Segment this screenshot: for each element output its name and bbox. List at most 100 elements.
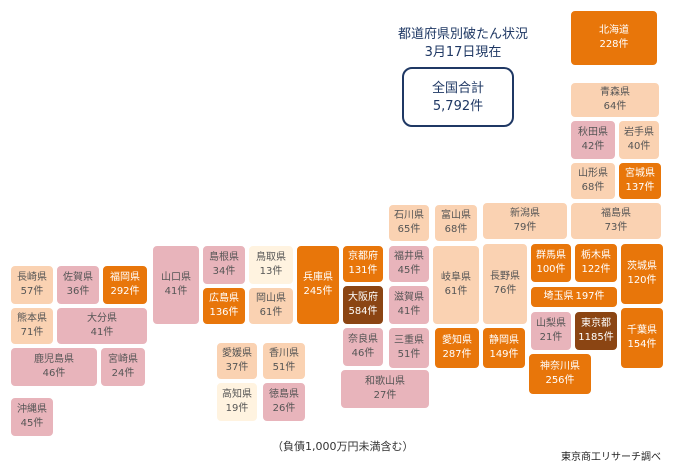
pref-nagano: 長野県 76件 [482, 243, 528, 325]
pref-tottori: 鳥取県 13件 [248, 245, 294, 285]
pref-count: 41件 [90, 327, 114, 338]
pref-count: 79件 [513, 222, 537, 233]
pref-count: 19件 [225, 403, 249, 414]
pref-name: 埼玉県 [543, 291, 574, 302]
pref-akita: 秋田県 42件 [570, 120, 616, 160]
pref-count: 122件 [581, 264, 611, 275]
pref-name: 三重県 [394, 335, 424, 346]
pref-hyogo: 兵庫県 245件 [296, 245, 340, 325]
pref-nara: 奈良県 46件 [342, 327, 384, 367]
pref-kanagawa: 神奈川県 256件 [528, 353, 592, 395]
pref-name: 兵庫県 [303, 272, 333, 283]
source-credit: 東京商工リサーチ調べ [561, 452, 661, 463]
pref-count: 21件 [539, 332, 563, 343]
pref-count: 40件 [627, 141, 651, 152]
pref-count: 120件 [627, 275, 657, 286]
pref-name: 京都府 [348, 251, 378, 262]
pref-count: 41件 [397, 306, 421, 317]
pref-aichi: 愛知県 287件 [434, 327, 480, 369]
pref-gunma: 群馬県 100件 [530, 243, 572, 283]
pref-kumamoto: 熊本県 71件 [10, 307, 54, 345]
pref-name: 佐賀県 [63, 272, 93, 283]
pref-name: 栃木県 [581, 250, 611, 261]
pref-count: 131件 [348, 265, 378, 276]
pref-name: 北海道 [599, 25, 629, 36]
pref-name: 愛媛県 [222, 348, 252, 359]
national-total-box: 全国合計 5,792件 [402, 67, 514, 127]
pref-name: 東京都 [581, 318, 611, 329]
pref-name: 宮崎県 [108, 354, 138, 365]
pref-count: 292件 [110, 286, 140, 297]
pref-count: 34件 [212, 266, 236, 277]
pref-name: 沖縄県 [17, 404, 47, 415]
pref-okinawa: 沖縄県 45件 [10, 397, 54, 437]
pref-wakayama: 和歌山県 27件 [340, 369, 430, 409]
pref-count: 68件 [444, 224, 468, 235]
chart-title: 都道府県別破たん状況 3月17日現在 [378, 26, 548, 62]
pref-count: 100件 [536, 264, 566, 275]
pref-count: 287件 [442, 349, 472, 360]
title-line1: 都道府県別破たん状況 [397, 27, 528, 42]
pref-name: 富山県 [441, 210, 471, 221]
pref-name: 岩手県 [624, 127, 654, 138]
pref-count: 256件 [545, 375, 575, 386]
pref-name: 宮城県 [625, 168, 655, 179]
pref-count: 36件 [66, 286, 90, 297]
pref-fukuoka: 福岡県 292件 [102, 265, 148, 305]
pref-osaka: 大阪府 584件 [342, 285, 384, 325]
pref-count: 65件 [397, 224, 421, 235]
title-date: 3月17日現在 [424, 45, 502, 60]
pref-name: 鳥取県 [256, 252, 286, 263]
pref-count: 197件 [575, 291, 605, 302]
pref-count: 64件 [603, 101, 627, 112]
pref-shimane: 島根県 34件 [202, 245, 246, 285]
pref-count: 584件 [348, 306, 378, 317]
pref-shizuoka: 静岡県 149件 [482, 327, 526, 369]
total-label: 全国合計 [431, 81, 484, 96]
pref-chiba: 千葉県 154件 [620, 307, 664, 369]
pref-name: 鹿児島県 [34, 354, 74, 365]
pref-name: 長野県 [490, 271, 520, 282]
pref-name: 福井県 [394, 251, 424, 262]
pref-oita: 大分県 41件 [56, 307, 148, 345]
pref-count: 51件 [272, 362, 296, 373]
pref-name: 岡山県 [256, 293, 286, 304]
pref-name: 神奈川県 [540, 361, 580, 372]
pref-name: 岐阜県 [441, 272, 471, 283]
pref-tokyo: 東京都 1185件 [574, 311, 618, 351]
pref-name: 茨城県 [627, 261, 657, 272]
pref-count: 27件 [373, 390, 397, 401]
pref-hokkaido: 北海道 228件 [570, 10, 658, 66]
pref-count: 1185件 [578, 332, 614, 343]
pref-name: 香川県 [269, 348, 299, 359]
pref-name: 愛知県 [442, 335, 472, 346]
pref-kochi: 高知県 19件 [216, 382, 258, 422]
pref-count: 57件 [20, 286, 44, 297]
pref-count: 154件 [627, 339, 657, 350]
pref-count: 61件 [259, 307, 283, 318]
pref-name: 広島県 [209, 293, 239, 304]
pref-kyoto: 京都府 131件 [342, 245, 384, 283]
pref-nagasaki: 長崎県 57件 [10, 265, 54, 305]
pref-ibaraki: 茨城県 120件 [620, 243, 664, 305]
pref-name: 新潟県 [510, 208, 540, 219]
pref-name: 福島県 [601, 208, 631, 219]
pref-name: 千葉県 [627, 325, 657, 336]
pref-name: 山梨県 [536, 318, 566, 329]
pref-count: 137件 [625, 182, 655, 193]
pref-miyazaki: 宮崎県 24件 [100, 347, 146, 387]
pref-count: 41件 [164, 286, 188, 297]
pref-count: 37件 [225, 362, 249, 373]
pref-count: 61件 [444, 286, 468, 297]
pref-count: 228件 [599, 39, 629, 50]
pref-name: 滋賀県 [394, 292, 424, 303]
pref-toyama: 富山県 68件 [434, 204, 478, 242]
pref-name: 島根県 [209, 252, 239, 263]
pref-count: 45件 [20, 418, 44, 429]
pref-mie: 三重県 51件 [388, 327, 430, 369]
pref-iwate: 岩手県 40件 [618, 120, 660, 160]
pref-count: 245件 [303, 286, 333, 297]
pref-name: 福岡県 [110, 272, 140, 283]
pref-name: 山形県 [578, 168, 608, 179]
pref-count: 13件 [259, 266, 283, 277]
